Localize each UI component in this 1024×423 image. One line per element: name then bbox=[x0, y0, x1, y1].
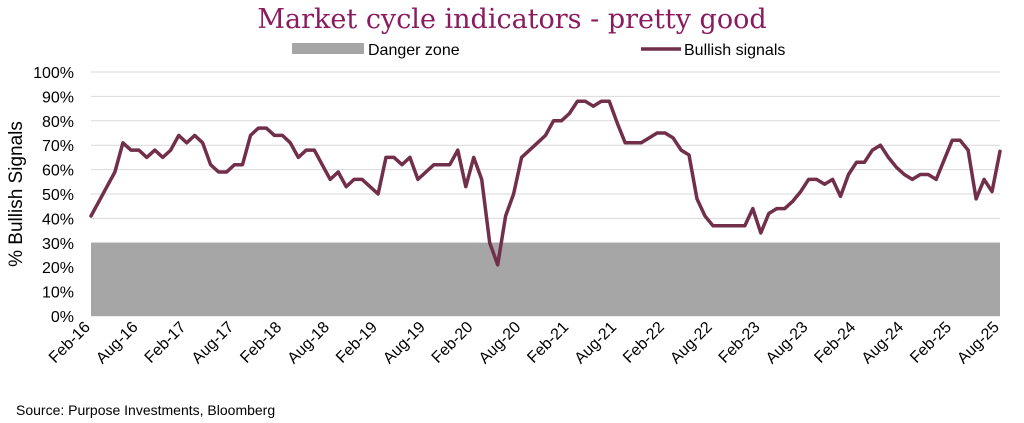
y-tick-label: 50% bbox=[42, 187, 74, 204]
bullish-line-layer bbox=[89, 99, 1002, 267]
source-note: Source: Purpose Investments, Bloomberg bbox=[16, 402, 275, 418]
y-axis-ticks: 0% 10% 20% 30% 40% 50% 60% 70% 80% 90% 100% bbox=[33, 65, 74, 326]
x-tick-label: Feb-19 bbox=[333, 319, 381, 367]
x-tick-label: Aug-21 bbox=[572, 319, 621, 368]
y-tick-label: 10% bbox=[42, 285, 74, 302]
y-tick-label: 20% bbox=[42, 260, 74, 277]
x-axis-ticks: Feb-16 Aug-16 Feb-17 Aug-17 Feb-18 Aug-18 Feb-… bbox=[46, 319, 1003, 368]
x-tick-label: Feb-20 bbox=[429, 319, 477, 367]
x-tick-label: Aug-24 bbox=[859, 319, 908, 368]
y-tick-label: 80% bbox=[42, 114, 74, 131]
x-tick-label: Aug-16 bbox=[93, 319, 142, 368]
x-tick-label: Feb-23 bbox=[716, 319, 764, 367]
danger-zone-area bbox=[91, 242, 1000, 316]
x-tick-label: Aug-25 bbox=[954, 319, 1003, 368]
y-tick-label: 100% bbox=[33, 65, 74, 82]
legend-danger-swatch bbox=[292, 43, 364, 54]
y-tick-label: 60% bbox=[42, 163, 74, 180]
x-tick-label: Aug-22 bbox=[667, 319, 716, 368]
chart-title: Market cycle indicators - pretty good bbox=[257, 4, 766, 35]
legend-danger-label: Danger zone bbox=[368, 42, 460, 59]
x-tick-label: Feb-25 bbox=[907, 319, 955, 367]
y-tick-label: 40% bbox=[42, 211, 74, 228]
x-tick-label: Aug-18 bbox=[285, 319, 334, 368]
y-tick-label: 90% bbox=[42, 89, 74, 106]
danger-zone-layer bbox=[91, 242, 1000, 316]
y-tick-label: 70% bbox=[42, 138, 74, 155]
x-tick-label: Aug-20 bbox=[476, 319, 525, 368]
x-tick-label: Feb-18 bbox=[237, 319, 285, 367]
y-tick-label: 0% bbox=[51, 309, 74, 326]
x-tick-label: Feb-21 bbox=[524, 319, 572, 367]
legend-bullish-label: Bullish signals bbox=[684, 42, 785, 59]
x-tick-label: Aug-17 bbox=[189, 319, 238, 368]
x-tick-label: Feb-24 bbox=[811, 319, 859, 367]
series-line-bullish-signals bbox=[89, 99, 1002, 267]
y-tick-label: 30% bbox=[42, 236, 74, 253]
y-axis-label: % Bullish Signals bbox=[6, 121, 27, 267]
x-tick-label: Aug-23 bbox=[763, 319, 812, 368]
x-tick-label: Feb-22 bbox=[620, 319, 668, 367]
x-tick-label: Aug-19 bbox=[380, 319, 429, 368]
x-tick-label: Feb-17 bbox=[142, 319, 190, 367]
